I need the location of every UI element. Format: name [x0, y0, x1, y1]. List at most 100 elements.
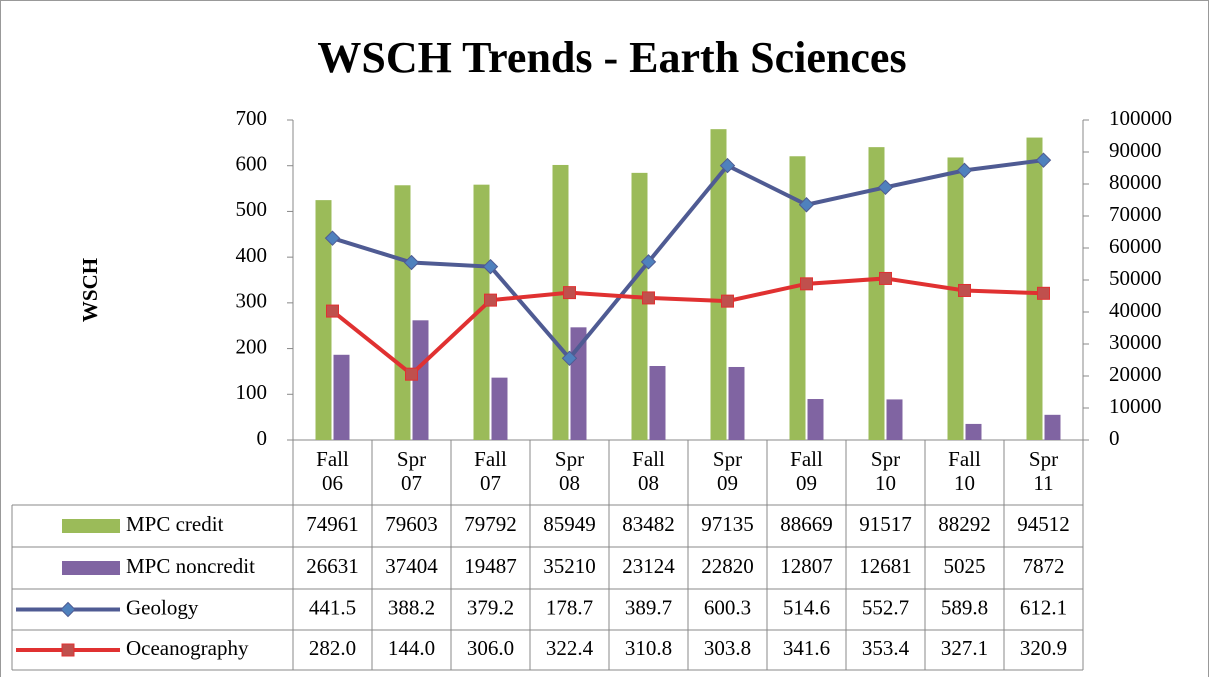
- legend-label: MPC credit: [126, 512, 224, 536]
- x-tick-label: Spr 08: [554, 447, 585, 495]
- table-value: 320.9: [1020, 636, 1067, 660]
- table-value: 97135: [701, 512, 754, 536]
- y2-tick-label: 90000: [1109, 138, 1162, 162]
- table-value: 282.0: [309, 636, 356, 660]
- table-value: 514.6: [783, 595, 830, 619]
- marker: [719, 157, 736, 174]
- y2-tick-label: 20000: [1109, 362, 1162, 386]
- x-tick-label: Fall 08: [632, 447, 665, 495]
- y2-tick-label: 0: [1109, 426, 1120, 450]
- x-tick-label: Fall 07: [474, 447, 507, 495]
- bar: [947, 157, 964, 440]
- bar: [728, 366, 745, 440]
- bar: [1044, 414, 1061, 440]
- marker: [721, 294, 734, 308]
- marker: [324, 230, 341, 246]
- bar: [552, 164, 569, 440]
- y-tick-label: 600: [236, 152, 268, 176]
- marker: [61, 643, 75, 657]
- bar: [1026, 137, 1043, 441]
- y-tick-label: 100: [236, 380, 268, 404]
- x-tick-label: Fall 06: [316, 447, 349, 495]
- y2-tick-label: 80000: [1109, 170, 1162, 194]
- marker: [1035, 152, 1052, 168]
- x-tick-label: Fall 10: [948, 447, 981, 495]
- y2-tick-label: 30000: [1109, 330, 1162, 354]
- x-tick-label: Spr 11: [1028, 447, 1059, 495]
- marker: [405, 367, 418, 381]
- y-tick-label: 0: [257, 426, 268, 450]
- y-tick-label: 700: [236, 106, 268, 130]
- table-value: 379.2: [467, 595, 514, 619]
- table-value: 79603: [385, 512, 438, 536]
- table-value: 88669: [780, 512, 833, 536]
- table-value: 79792: [464, 512, 517, 536]
- table-value: 353.4: [862, 636, 910, 660]
- legend-label: Oceanography: [126, 636, 249, 660]
- marker: [561, 350, 578, 367]
- line: [331, 276, 1044, 377]
- table-value: 303.8: [704, 636, 751, 660]
- marker: [482, 258, 499, 275]
- y-tick-label: 500: [236, 197, 268, 221]
- marker: [563, 286, 576, 300]
- table-value: 7872: [1023, 554, 1065, 578]
- bar: [570, 327, 587, 440]
- y2-tick-label: 50000: [1109, 266, 1162, 290]
- table-value: 341.6: [783, 636, 830, 660]
- table-value: 322.4: [546, 636, 594, 660]
- bar: [412, 320, 429, 440]
- y2-tick-label: 100000: [1109, 106, 1172, 130]
- y-tick-label: 200: [236, 334, 268, 358]
- table-value: 37404: [385, 554, 438, 578]
- table-value: 91517: [859, 512, 912, 536]
- marker: [956, 162, 973, 179]
- marker: [326, 304, 339, 318]
- y2-tick-label: 10000: [1109, 394, 1162, 418]
- table-value: 83482: [622, 512, 675, 536]
- table-value: 441.5: [309, 595, 356, 619]
- marker: [877, 179, 894, 196]
- bar: [710, 129, 727, 440]
- table-value: 35210: [543, 554, 596, 578]
- table-value: 5025: [944, 554, 986, 578]
- y2-tick-label: 70000: [1109, 202, 1162, 226]
- bar: [649, 366, 666, 440]
- bar: [789, 156, 806, 440]
- marker: [800, 277, 813, 291]
- bar: [491, 377, 508, 440]
- x-tick-label: Spr 07: [396, 447, 427, 495]
- bar: [473, 184, 490, 440]
- table-value: 144.0: [388, 636, 435, 660]
- x-tick-label: Fall 09: [790, 447, 823, 495]
- bar: [868, 147, 885, 440]
- table-value: 310.8: [625, 636, 672, 660]
- table-value: 88292: [938, 512, 991, 536]
- table-value: 12807: [780, 554, 833, 578]
- table-value: 178.7: [546, 595, 593, 619]
- table-value: 552.7: [862, 595, 909, 619]
- y2-tick-label: 60000: [1109, 234, 1162, 258]
- marker: [798, 197, 815, 213]
- bar: [315, 200, 332, 440]
- marker: [1037, 286, 1050, 300]
- table-value: 612.1: [1020, 595, 1067, 619]
- table-value: 94512: [1017, 512, 1070, 536]
- y2-tick-label: 40000: [1109, 298, 1162, 322]
- bar: [807, 399, 824, 440]
- legend-key: [62, 561, 120, 575]
- bar: [394, 185, 411, 440]
- marker: [60, 601, 76, 618]
- y-axis-label: WSCH: [78, 258, 102, 322]
- table-value: 589.8: [941, 595, 988, 619]
- x-tick-label: Spr 09: [712, 447, 743, 495]
- bar: [333, 354, 350, 440]
- marker: [484, 293, 497, 307]
- marker: [642, 291, 655, 305]
- marker: [958, 283, 971, 297]
- table-value: 19487: [464, 554, 517, 578]
- legend-key: [62, 519, 120, 533]
- chart-title: WSCH Trends - Earth Sciences: [317, 33, 906, 82]
